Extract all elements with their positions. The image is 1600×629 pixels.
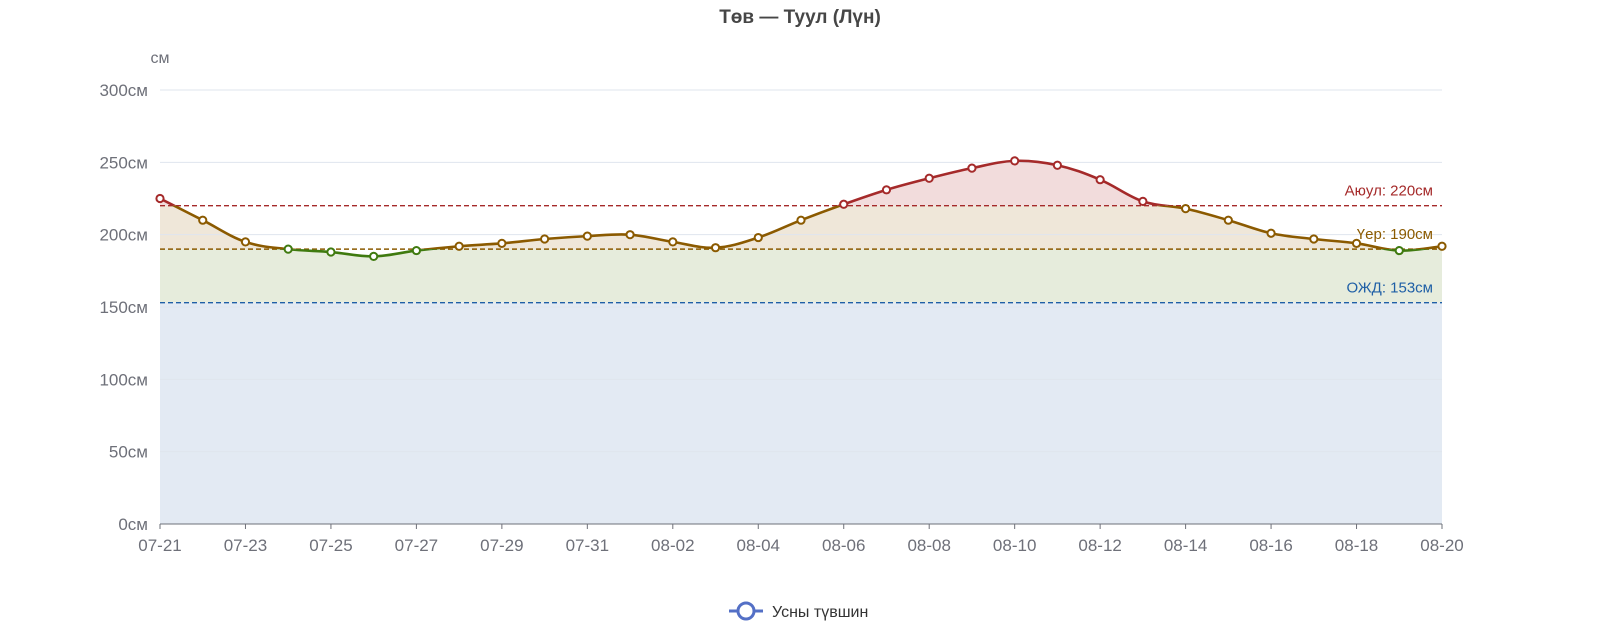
- tick-labels: 0см 50см 100см 150см 200см 250см 300см 07-21 07-…: [99, 81, 1463, 555]
- x-tick-label: 07-31: [566, 536, 609, 555]
- data-point[interactable]: [326, 247, 336, 257]
- data-point[interactable]: [1052, 160, 1063, 170]
- data-point[interactable]: [1181, 204, 1191, 214]
- data-point[interactable]: [582, 231, 592, 241]
- legend-circle-icon: [736, 601, 756, 621]
- chart-title: Төв — Туул (Лүн): [719, 7, 881, 28]
- y-tick-label: 100см: [99, 370, 148, 389]
- x-tick-label: 08-10: [993, 536, 1036, 555]
- series-points: [155, 156, 1447, 261]
- x-tick-label: 08-12: [1078, 536, 1121, 555]
- legend-label[interactable]: Усны түвшин: [772, 604, 868, 621]
- threshold-lines: Аюул: 220см Үер: 190см ОЖД: 153см: [160, 183, 1442, 304]
- legend[interactable]: Усны түвшин: [729, 601, 868, 621]
- x-tick-label: 08-18: [1335, 536, 1378, 555]
- data-point[interactable]: [967, 163, 977, 173]
- x-tick-label: 08-16: [1249, 536, 1292, 555]
- y-tick-label: 150см: [99, 298, 148, 317]
- threshold-label: Аюул: 220см: [1345, 183, 1433, 200]
- data-point[interactable]: [454, 241, 464, 251]
- data-point[interactable]: [1223, 215, 1233, 225]
- x-tick-label: 08-20: [1420, 536, 1463, 555]
- data-point[interactable]: [1138, 196, 1148, 206]
- x-tick-label: 08-14: [1164, 536, 1207, 555]
- data-point[interactable]: [753, 232, 763, 243]
- data-point[interactable]: [198, 215, 208, 225]
- x-tick-label: 08-02: [651, 536, 694, 555]
- data-point[interactable]: [839, 199, 849, 209]
- data-point[interactable]: [710, 243, 721, 253]
- axes: [159, 523, 1443, 529]
- x-tick-label: 07-27: [395, 536, 438, 555]
- data-point[interactable]: [1309, 234, 1319, 244]
- data-point[interactable]: [796, 215, 806, 225]
- grid-lines: [160, 89, 1442, 453]
- data-point[interactable]: [369, 251, 379, 261]
- area-fill-normal: [160, 249, 1442, 303]
- x-tick-label: 07-23: [224, 536, 267, 555]
- x-tick-label: 08-08: [907, 536, 950, 555]
- data-point[interactable]: [625, 230, 635, 240]
- area-fill-danger: [160, 160, 1165, 206]
- data-point[interactable]: [1351, 238, 1362, 248]
- data-point[interactable]: [1437, 241, 1447, 251]
- data-point[interactable]: [411, 245, 421, 256]
- y-tick-label: 50см: [109, 443, 148, 462]
- data-point[interactable]: [1095, 175, 1105, 185]
- data-point[interactable]: [881, 185, 892, 195]
- data-point[interactable]: [1266, 228, 1276, 238]
- y-tick-label: 300см: [99, 81, 148, 100]
- x-tick-label: 07-21: [138, 536, 181, 555]
- y-tick-label: 0см: [118, 515, 148, 534]
- data-point[interactable]: [1010, 156, 1020, 166]
- data-point[interactable]: [155, 193, 165, 204]
- data-point[interactable]: [240, 237, 251, 247]
- x-tick-label: 07-29: [480, 536, 523, 555]
- x-tick-label: 08-04: [737, 536, 780, 555]
- area-fill-flood: [160, 205, 1442, 250]
- data-point[interactable]: [668, 237, 678, 247]
- y-tick-label: 250см: [99, 153, 148, 172]
- data-point[interactable]: [1394, 245, 1404, 256]
- data-point[interactable]: [924, 173, 934, 183]
- threshold-label: ОЖД: 153см: [1346, 280, 1433, 297]
- area-fill-low: [160, 302, 1442, 524]
- x-tick-label: 07-25: [309, 536, 352, 555]
- threshold-label: Үер: 190см: [1357, 226, 1433, 243]
- y-axis-unit-label: см: [151, 50, 170, 67]
- x-tick-label: 08-06: [822, 536, 865, 555]
- data-point[interactable]: [283, 244, 293, 254]
- data-point[interactable]: [540, 234, 550, 244]
- data-point[interactable]: [497, 238, 507, 248]
- threshold-bands: [160, 160, 1442, 524]
- y-tick-label: 200см: [99, 226, 148, 245]
